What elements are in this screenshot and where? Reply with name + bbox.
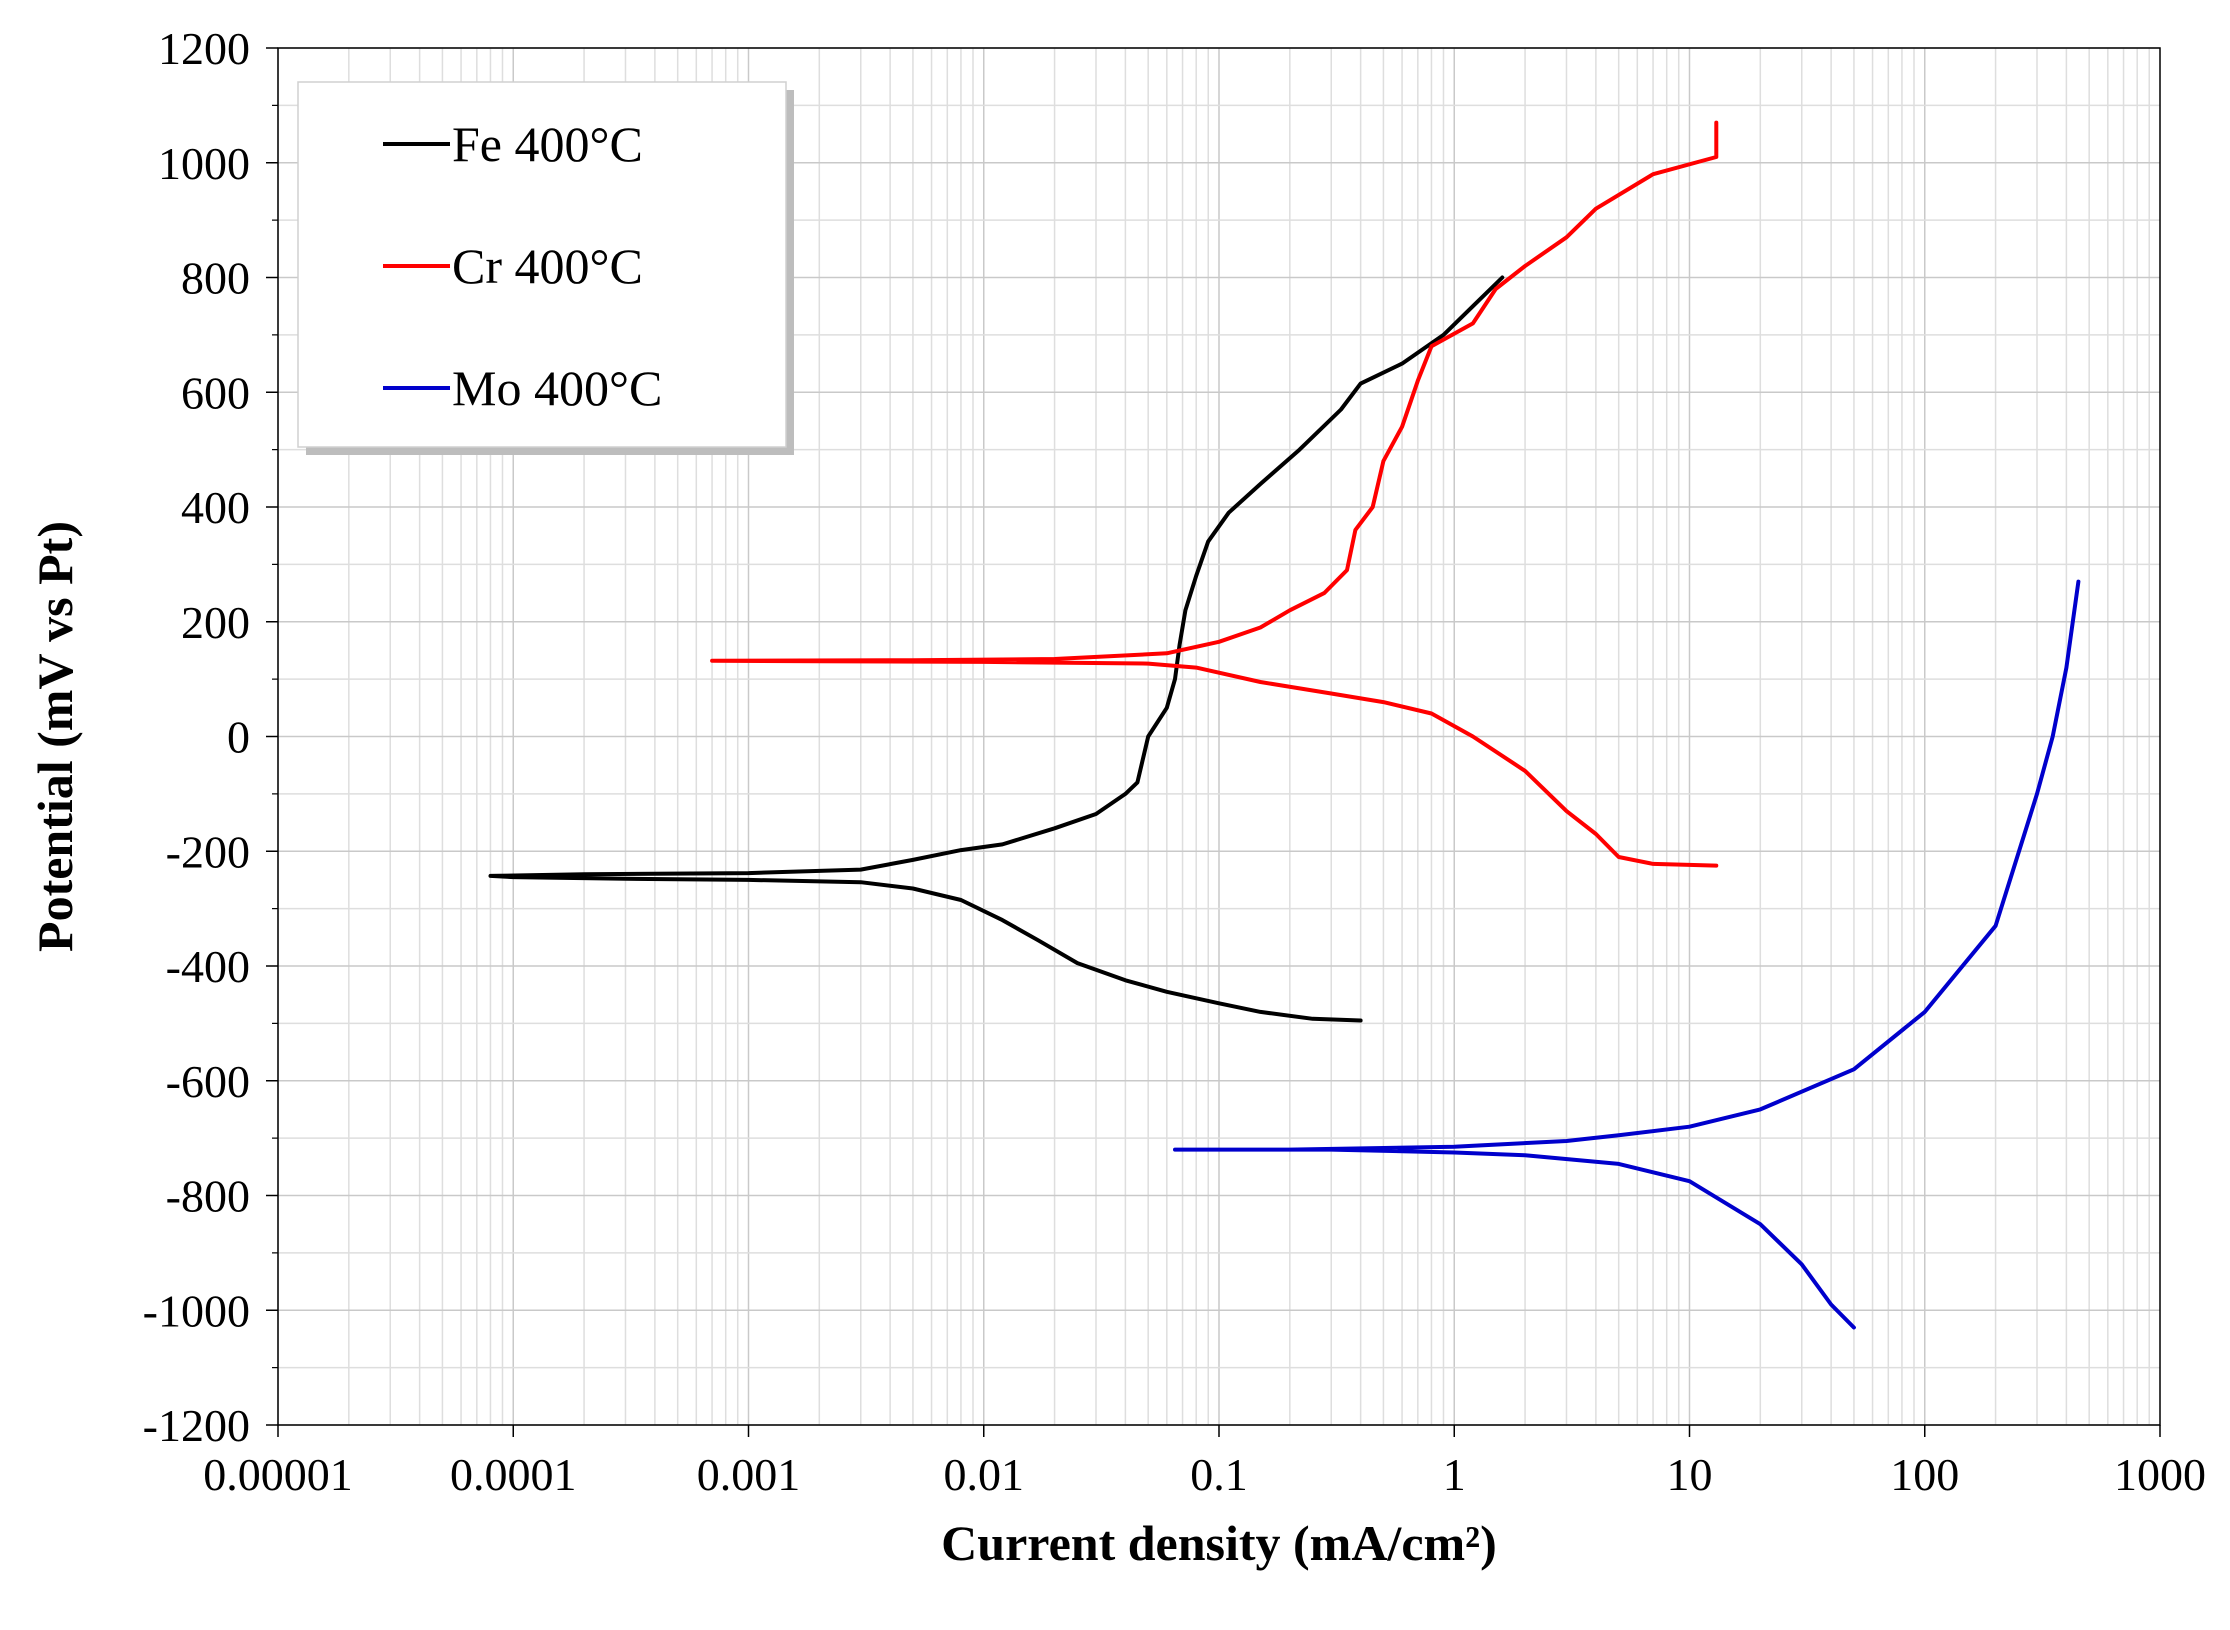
series-line-2 <box>1173 579 2081 1330</box>
x-tick-label: 0.001 <box>697 1449 801 1500</box>
y-tick-label: -1000 <box>143 1285 250 1336</box>
x-tick-label: 0.00001 <box>203 1449 353 1500</box>
y-tick-label: 400 <box>181 482 250 533</box>
y-tick-label: -1200 <box>143 1400 250 1451</box>
legend-label-1: Cr 400°C <box>452 238 643 294</box>
legend-label-2: Mo 400°C <box>452 360 662 416</box>
legend-box <box>297 81 787 448</box>
x-tick-label: 10 <box>1667 1449 1713 1500</box>
x-tick-label: 0.1 <box>1190 1449 1248 1500</box>
legend-label-0: Fe 400°C <box>452 116 643 172</box>
x-tick-label: 1 <box>1443 1449 1466 1500</box>
series-layer <box>488 120 2081 1330</box>
y-axis-title: Potential (mV vs Pt) <box>27 521 83 952</box>
axis-ticks: 0.00001 0.0001 0.001 0.01 0.1 1 10 100 1000 -1200… <box>143 23 2206 1500</box>
y-tick-label: -800 <box>166 1171 250 1222</box>
y-tick-label: -600 <box>166 1056 250 1107</box>
y-tick-label: -200 <box>166 826 250 877</box>
series-line-0 <box>488 275 1505 1023</box>
y-tick-label: 200 <box>181 597 250 648</box>
x-tick-label: 1000 <box>2114 1449 2206 1500</box>
y-tick-label: 800 <box>181 253 250 304</box>
x-tick-label: 0.0001 <box>450 1449 577 1500</box>
legend: Fe 400°C Cr 400°C Mo 400°C <box>297 81 794 455</box>
y-tick-label: 600 <box>181 367 250 418</box>
y-tick-label: 1200 <box>158 23 250 74</box>
x-tick-label: 100 <box>1890 1449 1959 1500</box>
x-axis-title: Current density (mA/cm²) <box>941 1515 1497 1571</box>
x-tick-label: 0.01 <box>944 1449 1025 1500</box>
series-line-1 <box>710 120 1719 868</box>
y-tick-label: 0 <box>227 712 250 763</box>
y-tick-label: -400 <box>166 941 250 992</box>
y-tick-label: 1000 <box>158 138 250 189</box>
